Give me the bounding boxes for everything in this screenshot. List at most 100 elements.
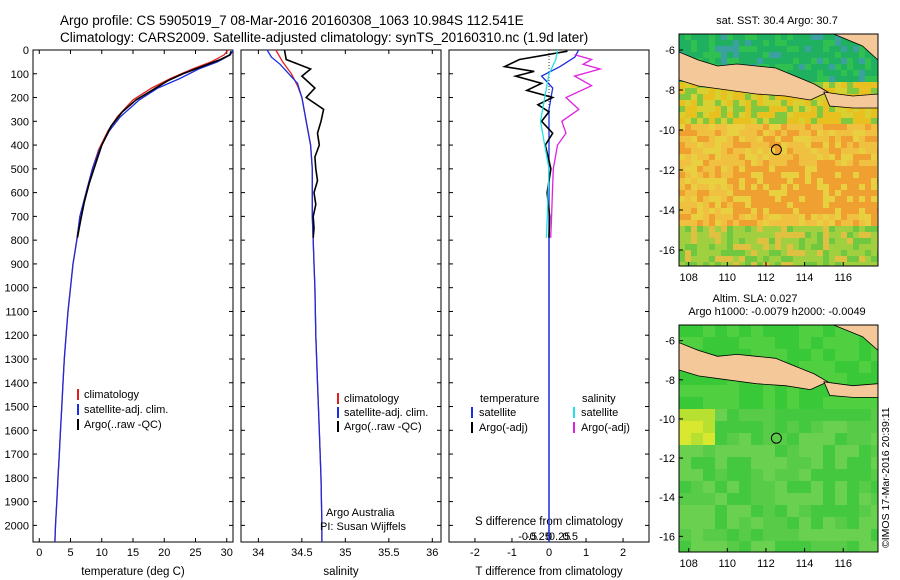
sst-field-cell [775, 154, 781, 160]
sla-field-cell [823, 541, 835, 552]
sst-java-land [679, 51, 829, 101]
sst-field-cell [793, 196, 799, 202]
sla-field-cell [751, 325, 763, 337]
sst-field-cell [799, 184, 805, 190]
sla-map-field [679, 325, 878, 552]
sst-field-cell [817, 214, 823, 220]
sst-field-cell [805, 46, 811, 52]
depth-tick-label: 600 [11, 188, 29, 200]
sst-field-cell [823, 76, 829, 82]
sst-field-cell [823, 112, 829, 118]
sst-field-cell [835, 262, 841, 266]
sla-field-cell [871, 397, 878, 409]
sst-field-cell [679, 160, 685, 166]
sst-field-cell [685, 100, 691, 106]
sst-field-cell [721, 154, 727, 160]
sst-field-cell [829, 208, 835, 214]
sst-field-cell [787, 220, 793, 226]
sst-field-cell [841, 208, 847, 214]
sst-field-cell [853, 190, 859, 196]
sst-argo-marker [770, 144, 782, 156]
sst-field-cell [823, 130, 829, 136]
sst-field-cell [787, 214, 793, 220]
sst-field-cell [727, 142, 733, 148]
sla-field-cell [871, 361, 878, 373]
sst-field-cell [865, 124, 871, 130]
sst-field-cell [781, 58, 787, 64]
sla-field-cell [823, 481, 835, 493]
sst-field-cell [685, 190, 691, 196]
sst-field-cell [691, 112, 697, 118]
sst-field-cell [871, 64, 877, 70]
profile-title: Argo profile: CS 5905019_7 08-Mar-2016 2… [60, 13, 524, 28]
sla-field-cell [727, 385, 739, 397]
sla-field-cell [715, 481, 727, 493]
sla-field-cell [751, 529, 763, 541]
sst-field-cell [697, 166, 703, 172]
sst-field-cell [817, 82, 823, 88]
sst-field-cell [769, 262, 775, 266]
sst-field-cell [871, 112, 877, 118]
sst-field-cell [685, 52, 691, 58]
sst-field-cell [841, 118, 847, 124]
sla-field-cell [847, 517, 859, 529]
sst-field-cell [775, 58, 781, 64]
sla-field-cell [859, 409, 871, 421]
sst-field-cell [739, 166, 745, 172]
sla-field-cell [775, 505, 787, 517]
sst-field-cell [763, 100, 769, 106]
sst-field-cell [841, 52, 847, 58]
sla-field-cell [847, 349, 859, 361]
sst-field-cell [709, 220, 715, 226]
sla-field-cell [775, 421, 787, 433]
sst-field-cell [793, 58, 799, 64]
sst-field-cell [757, 172, 763, 178]
sla-field-cell [775, 337, 787, 349]
sst-field-cell [727, 118, 733, 124]
temperature-tick-label: 10 [96, 547, 108, 559]
sst-field-cell [871, 76, 877, 82]
sst-field-cell [799, 178, 805, 184]
sst-field-cell [721, 220, 727, 226]
sst-field-cell [817, 130, 823, 136]
sst-field-cell [775, 64, 781, 70]
sla-field-cell [787, 469, 799, 481]
sst-field-cell [835, 154, 841, 160]
sst-field-cell [715, 184, 721, 190]
sst-field-cell [769, 232, 775, 238]
sst-field-cell [739, 238, 745, 244]
sst-field-cell [823, 82, 829, 88]
sst-field-cell [853, 226, 859, 232]
sla-map-subtitle: Argo h1000: -0.0079 h2000: -0.0049 [688, 306, 865, 318]
sla-field-cell [823, 445, 835, 457]
sla-field-cell [835, 529, 847, 541]
sst-field-cell [853, 220, 859, 226]
sla-field-cell [787, 385, 799, 397]
sst-field-cell [865, 256, 871, 262]
sst-field-cell [835, 220, 841, 226]
sst-field-cell [691, 52, 697, 58]
temperature-series-satelliteadjclim [54, 49, 234, 543]
sst-field-cell [757, 94, 763, 100]
sla-field-cell [847, 337, 859, 349]
sla-lon-tick-label: 116 [834, 558, 852, 570]
sst-field-cell [799, 202, 805, 208]
sst-field-cell [799, 238, 805, 244]
sla-field-cell [811, 457, 823, 469]
sst-field-cell [769, 172, 775, 178]
sst-field-cell [829, 52, 835, 58]
sst-field-cell [769, 190, 775, 196]
salinity-legend-label: climatology [344, 393, 400, 405]
sst-field-cell [739, 112, 745, 118]
sst-field-cell [709, 34, 715, 40]
sst-field-cell [727, 190, 733, 196]
sla-field-cell [823, 517, 835, 529]
sst-field-cell [847, 244, 853, 250]
sst-field-cell [865, 244, 871, 250]
sst-field-cell [847, 64, 853, 70]
sst-field-cell [775, 220, 781, 226]
sst-field-cell [733, 100, 739, 106]
sst-field-cell [733, 112, 739, 118]
sst-field-cell [793, 40, 799, 46]
sst-field-cell [787, 190, 793, 196]
